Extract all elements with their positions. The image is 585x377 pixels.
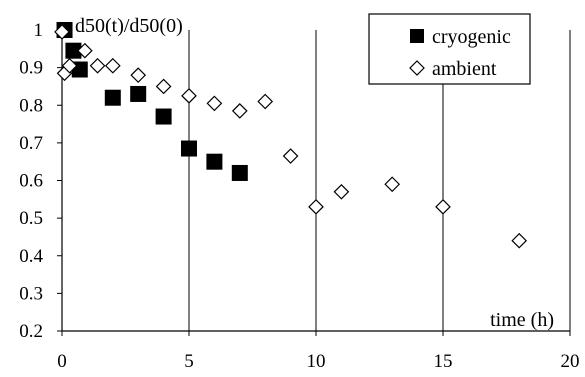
y-tick-label: 0.7 xyxy=(19,133,43,154)
x-axis-title: time (h) xyxy=(490,309,554,331)
y-tick-label: 0.4 xyxy=(19,246,43,267)
data-point-ambient xyxy=(231,103,248,119)
x-tick-label: 0 xyxy=(57,351,67,372)
data-point-ambient xyxy=(155,78,172,95)
data-point-ambient xyxy=(206,95,223,112)
legend-box xyxy=(368,13,531,85)
data-point-cryogenic xyxy=(130,85,147,102)
data-point-ambient xyxy=(308,198,324,215)
y-tick-label: 0.5 xyxy=(19,208,43,229)
y-tick-label: 1 xyxy=(34,20,44,41)
x-tick-label: 20 xyxy=(561,351,580,372)
data-point-ambient xyxy=(54,24,70,40)
data-point-ambient xyxy=(282,148,299,164)
data-point-ambient xyxy=(77,42,93,59)
data-point-cryogenic xyxy=(206,153,223,170)
x-tick-label: 15 xyxy=(434,351,453,372)
data-point-ambient xyxy=(384,176,401,193)
data-point-ambient xyxy=(257,93,274,110)
data-point-cryogenic xyxy=(181,140,197,157)
data-point-ambient xyxy=(435,198,451,215)
y-tick-label: 0.8 xyxy=(19,95,43,116)
data-point-ambient xyxy=(181,87,197,104)
data-point-cryogenic xyxy=(65,42,82,59)
data-series xyxy=(54,22,528,249)
y-tick-label: 0.3 xyxy=(19,283,43,304)
x-tick-label: 5 xyxy=(184,351,194,372)
legend-label-ambient: ambient xyxy=(432,58,497,80)
data-point-ambient xyxy=(104,57,121,74)
data-point-ambient xyxy=(89,57,106,74)
legend-label-cryogenic: cryogenic xyxy=(432,26,511,48)
data-point-ambient xyxy=(61,57,78,74)
tick-labels: 0.20.30.40.50.60.70.80.910 5 10 15 20 xyxy=(19,20,579,372)
y-axis-title: d50(t)/d50(0) xyxy=(75,15,183,37)
axes xyxy=(57,29,571,336)
data-point-ambient xyxy=(333,183,350,200)
data-point-cryogenic xyxy=(231,164,248,181)
data-point-ambient xyxy=(511,232,528,249)
y-tick-label: 0.2 xyxy=(19,321,43,342)
legend-marker-ambient xyxy=(409,60,425,76)
data-point-cryogenic xyxy=(104,89,121,106)
y-tick-label: 0.9 xyxy=(19,58,43,79)
legend-marker-cryogenic xyxy=(410,29,424,43)
data-point-cryogenic xyxy=(155,108,172,125)
data-point-ambient xyxy=(130,67,147,83)
legend: cryogenic ambient xyxy=(368,13,531,85)
y-tick-label: 0.6 xyxy=(19,171,43,192)
x-tick-label: 10 xyxy=(307,351,326,372)
